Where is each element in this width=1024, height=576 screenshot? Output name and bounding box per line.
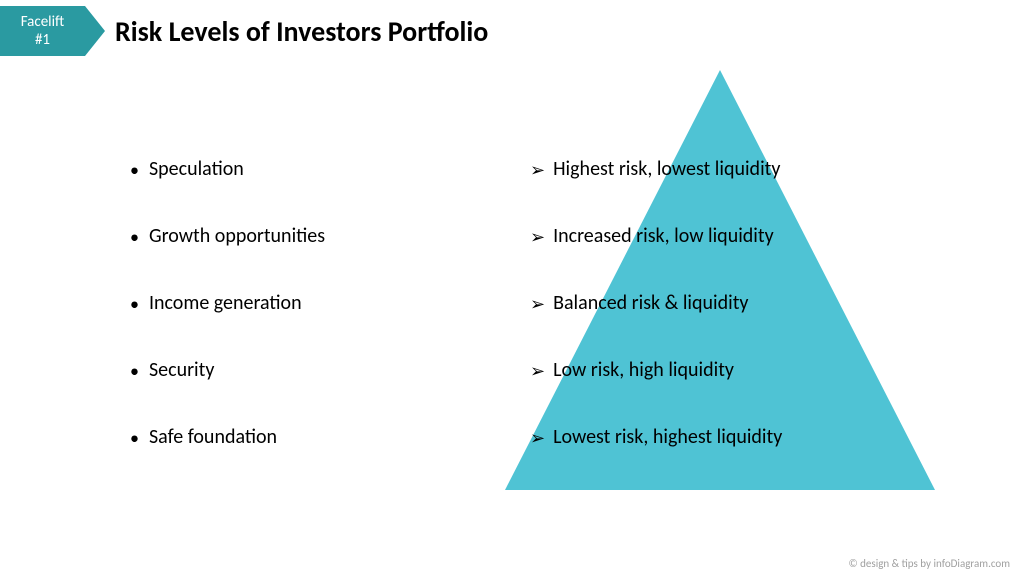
list-item: • Income generation ➢ Balanced risk & li… (130, 291, 950, 317)
left-entry: • Safe foundation (130, 425, 530, 451)
list-item: • Growth opportunities ➢ Increased risk,… (130, 224, 950, 250)
right-entry: ➢ Lowest risk, highest liquidity (530, 425, 782, 451)
footer-credit: © design & tips by infoDiagram.com (848, 557, 1010, 570)
right-label: Low risk, high liquidity (553, 358, 734, 382)
chevron-icon: ➢ (530, 224, 545, 250)
chevron-icon: ➢ (530, 425, 545, 451)
right-label: Increased risk, low liquidity (553, 224, 774, 248)
left-label: Security (149, 358, 214, 382)
bullet-icon: • (130, 291, 139, 317)
left-entry: • Income generation (130, 291, 530, 317)
right-entry: ➢ Low risk, high liquidity (530, 358, 734, 384)
left-entry: • Growth opportunities (130, 224, 530, 250)
left-label: Speculation (149, 157, 244, 181)
left-label: Safe foundation (149, 425, 277, 449)
left-entry: • Speculation (130, 157, 530, 183)
right-entry: ➢ Increased risk, low liquidity (530, 224, 774, 250)
right-entry: ➢ Highest risk, lowest liquidity (530, 157, 780, 183)
list-item: • Security ➢ Low risk, high liquidity (130, 358, 950, 384)
right-label: Balanced risk & liquidity (553, 291, 748, 315)
content-grid: • Speculation ➢ Highest risk, lowest liq… (130, 157, 950, 492)
chevron-icon: ➢ (530, 157, 545, 183)
chevron-icon: ➢ (530, 358, 545, 384)
bullet-icon: • (130, 425, 139, 451)
list-item: • Safe foundation ➢ Lowest risk, highest… (130, 425, 950, 451)
page-title: Risk Levels of Investors Portfolio (115, 14, 488, 49)
right-entry: ➢ Balanced risk & liquidity (530, 291, 748, 317)
list-item: • Speculation ➢ Highest risk, lowest liq… (130, 157, 950, 183)
bullet-icon: • (130, 358, 139, 384)
right-label: Lowest risk, highest liquidity (553, 425, 782, 449)
left-label: Income generation (149, 291, 302, 315)
bullet-icon: • (130, 157, 139, 183)
badge-line2: #1 (35, 31, 50, 49)
bullet-icon: • (130, 224, 139, 250)
facelift-badge: Facelift #1 (0, 6, 85, 56)
chevron-icon: ➢ (530, 291, 545, 317)
left-label: Growth opportunities (149, 224, 325, 248)
left-entry: • Security (130, 358, 530, 384)
right-label: Highest risk, lowest liquidity (553, 157, 780, 181)
badge-line1: Facelift (21, 13, 65, 31)
